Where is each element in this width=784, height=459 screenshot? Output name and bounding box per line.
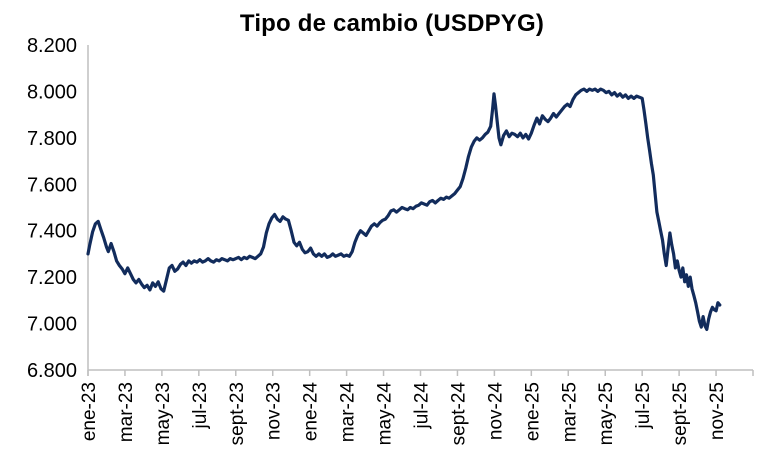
y-tick-label: 7.200 — [27, 267, 77, 289]
x-tick-label: jul-24 — [412, 382, 433, 430]
x-tick-label: sept-23 — [227, 382, 248, 445]
x-tick-label: sept-25 — [670, 382, 691, 445]
x-tick-label: mar-25 — [559, 382, 580, 442]
x-tick-label: jul-23 — [190, 382, 211, 429]
x-tick-label: may-23 — [153, 382, 174, 445]
y-tick-label: 7.400 — [27, 221, 77, 243]
series-line-usdpyg — [86, 87, 722, 331]
y-tick-label: 6.800 — [27, 360, 77, 382]
x-tick-label: ene-23 — [79, 382, 100, 441]
x-tick-label: ene-25 — [522, 382, 543, 441]
x-tick-label: ene-24 — [301, 382, 322, 442]
x-tick-label: nov-25 — [707, 382, 728, 440]
x-tick-label: nov-24 — [485, 382, 506, 441]
y-tick-label: 7.600 — [27, 174, 77, 196]
x-tick-label: mar-24 — [338, 382, 359, 443]
x-tick-label: jul-25 — [633, 382, 654, 429]
chart-title: Tipo de cambio (USDPYG) — [239, 10, 545, 37]
y-tick-label: 8.200 — [27, 35, 77, 57]
y-tick-label: 8.000 — [27, 81, 77, 103]
x-tick-label: nov-23 — [264, 382, 285, 440]
y-tick-label: 7.000 — [27, 314, 77, 336]
x-tick-label: may-24 — [375, 382, 396, 446]
x-tick-label: mar-23 — [116, 382, 137, 442]
x-tick-label: may-25 — [596, 382, 617, 445]
x-tick-label: sept-24 — [448, 382, 469, 446]
y-tick-label: 7.800 — [27, 128, 77, 150]
